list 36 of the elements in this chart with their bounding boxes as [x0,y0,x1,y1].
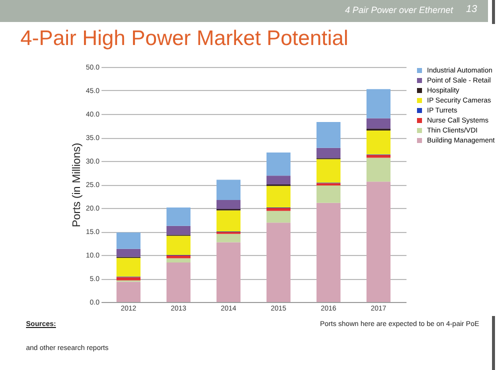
bar [166,255,190,258]
bar [116,277,140,280]
bar [216,234,240,242]
bar [316,148,340,158]
bar [316,159,340,183]
bar [316,185,340,203]
bar [166,262,190,302]
chart-title: 4-Pair High Power Market Potential [20,27,348,50]
bar [166,226,190,235]
bar [366,89,390,118]
bar [366,118,390,129]
text: 4 Pair Power over Ethernet [345,5,454,15]
bar [266,222,290,302]
bar [216,242,240,302]
bar [366,182,390,302]
bar [116,248,140,257]
bar [166,236,190,255]
bar [216,180,240,200]
bar [316,202,340,302]
bar [266,176,290,184]
bar [266,152,290,176]
bar [166,208,190,226]
bar [116,282,140,302]
bar [266,186,290,208]
bar [266,210,290,223]
bar [316,122,340,148]
bar [266,208,290,211]
bar [366,158,390,182]
bar [216,200,240,209]
bar [166,258,190,263]
bar [116,232,140,249]
bar [216,210,240,232]
bar [366,130,390,154]
text: 13 [466,4,478,15]
y-axis-title: Ports (in Millions) [70,142,83,228]
bar [116,258,140,277]
